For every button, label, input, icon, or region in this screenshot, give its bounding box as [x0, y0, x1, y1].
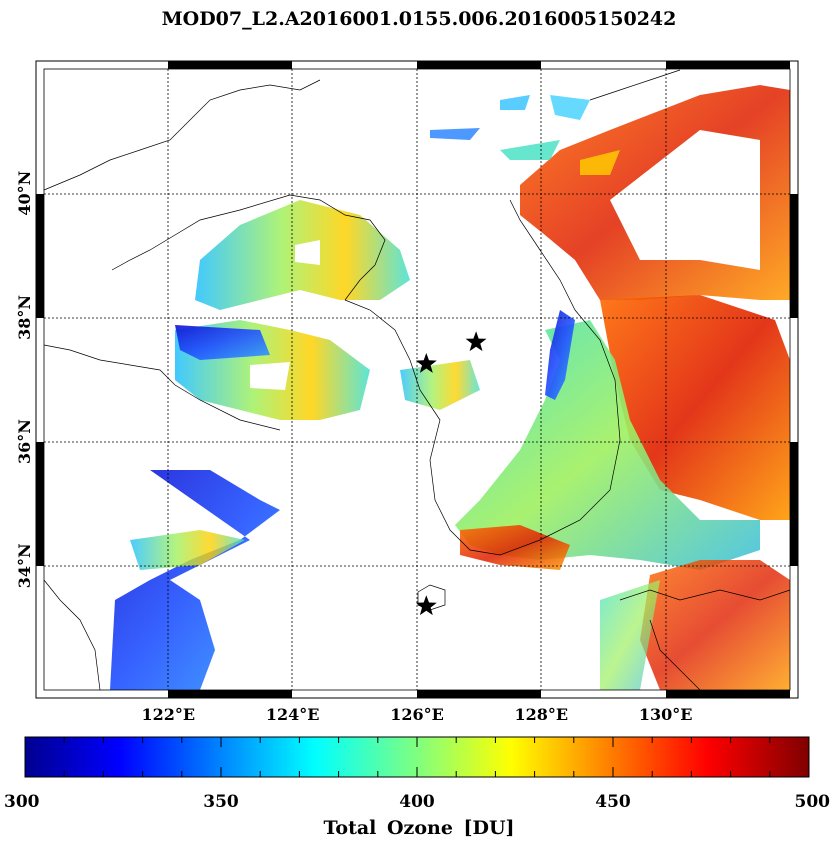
colorbar-tick-label: 350	[203, 792, 239, 812]
station-star-icon	[415, 595, 437, 616]
colorbar-tick-label: 500	[795, 792, 831, 812]
lon-tick-label: 130°E	[639, 705, 693, 724]
lat-tick-labels: 34°N 36°N 38°N 40°N	[15, 171, 34, 588]
lon-tick-label: 124°E	[266, 705, 320, 724]
lon-tick-labels: 122°E 124°E 126°E 128°E 130°E	[142, 705, 693, 724]
page-title: MOD07_L2.A2016001.0155.006.2016005150242	[161, 8, 677, 30]
station-star-icon	[415, 353, 437, 373]
lon-tick-label: 128°E	[515, 705, 569, 724]
coastlines	[43, 69, 791, 691]
colorbar-tick-label: 400	[399, 792, 435, 812]
lon-tick-label: 126°E	[390, 705, 444, 724]
lat-tick-label: 38°N	[15, 295, 34, 340]
colorbar-minor-ticks	[63, 737, 771, 777]
lon-tick-label: 122°E	[142, 705, 196, 724]
colorbar-tick-labels: 300 350 400 450 500	[4, 792, 830, 812]
lat-tick-label: 36°N	[15, 419, 34, 464]
gridlines	[44, 69, 790, 690]
colorbar-tick-label: 450	[595, 792, 631, 812]
ozone-field	[110, 85, 790, 690]
colorbar-title: Total Ozone [DU]	[323, 817, 515, 839]
lat-tick-label: 34°N	[15, 543, 34, 588]
frame-ticks	[36, 61, 798, 698]
stations	[415, 331, 487, 616]
colorbar-tick-label: 300	[4, 792, 40, 812]
lat-tick-label: 40°N	[15, 171, 34, 216]
station-star-icon	[465, 331, 487, 352]
